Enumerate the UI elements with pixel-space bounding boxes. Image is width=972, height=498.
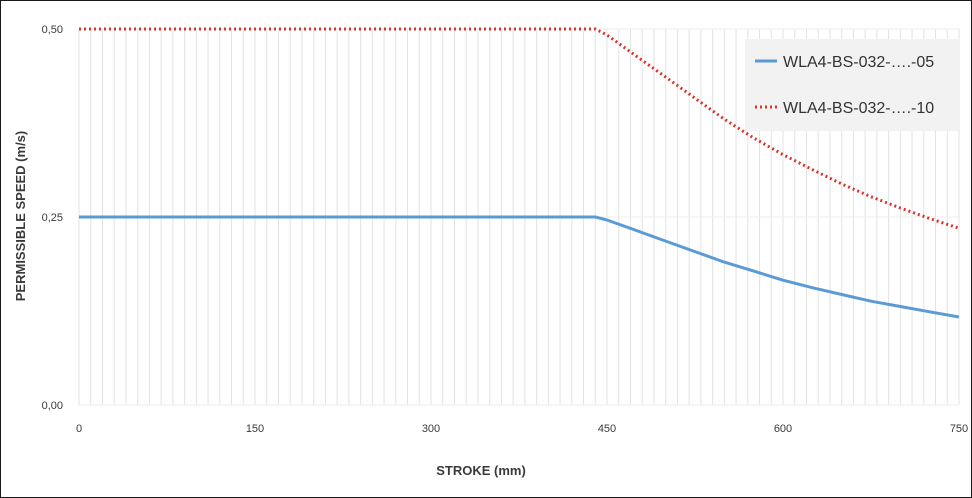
legend: WLA4-BS-032-….-05 WLA4-BS-032-….-10 [745, 39, 959, 131]
series-line-10 [79, 27, 960, 230]
x-axis-title: STROKE (mm) [436, 463, 526, 478]
x-tick-label: 450 [598, 423, 616, 435]
x-tick-labels: 0 150 300 450 600 750 [76, 423, 968, 435]
legend-label-10: WLA4-BS-032-….-10 [783, 100, 934, 117]
x-tick-label: 150 [246, 423, 264, 435]
series-line-05 [79, 215, 960, 319]
y-tick-label: 0,00 [42, 400, 63, 412]
y-tick-labels: 0,00 0,25 0,50 [42, 24, 63, 412]
x-tick-label: 600 [774, 423, 792, 435]
y-axis-title: PERMISSIBLE SPEED (m/s) [13, 131, 28, 301]
series-lines [79, 27, 960, 319]
legend-label-05: WLA4-BS-032-….-05 [783, 54, 934, 71]
legend-box [745, 39, 959, 131]
y-tick-label: 0,50 [42, 24, 63, 36]
y-tick-label: 0,25 [42, 212, 63, 224]
x-tick-label: 0 [76, 423, 82, 435]
x-tick-label: 300 [422, 423, 440, 435]
x-tick-label: 750 [950, 423, 968, 435]
